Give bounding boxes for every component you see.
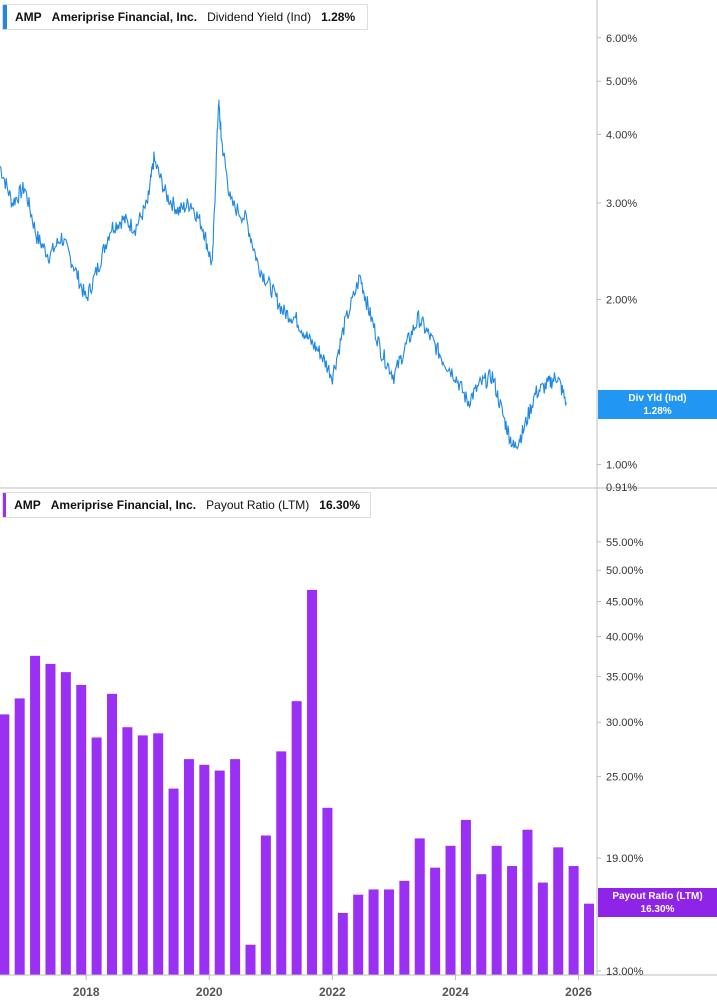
- payout-ratio-bar: [0, 714, 10, 975]
- payout-ratio-bar: [60, 672, 71, 975]
- payout-ratio-bar: [353, 894, 364, 975]
- y-tick-label: 25.00%: [606, 771, 644, 783]
- payout-ratio-bar: [430, 867, 441, 975]
- payout-ratio-legend[interactable]: AMP Ameriprise Financial, Inc. Payout Ra…: [2, 492, 371, 518]
- payout-ratio-bar: [522, 829, 533, 975]
- x-tick-label: 2026: [565, 985, 592, 999]
- dividend-yield-line-layer: [0, 99, 567, 450]
- x-tick-label: 2024: [442, 985, 469, 999]
- payout-ratio-bar: [322, 807, 333, 975]
- payout-ratio-bar: [76, 684, 87, 975]
- payout-ratio-bar: [537, 882, 548, 975]
- legend-company: Ameriprise Financial, Inc.: [50, 498, 197, 512]
- payout-ratio-bar: [199, 764, 210, 975]
- legend-ticker: AMP: [14, 498, 41, 512]
- legend-company: Ameriprise Financial, Inc.: [51, 10, 198, 24]
- y-tick-label: 40.00%: [606, 632, 644, 644]
- y-tick-label: 30.00%: [606, 717, 644, 729]
- payout-ratio-bar: [399, 880, 410, 975]
- y-tick-label: 55.00%: [606, 537, 644, 549]
- y-tick-label: 19.00%: [606, 853, 644, 865]
- payout-ratio-bar: [414, 838, 425, 975]
- y-tick-label: 3.00%: [606, 198, 637, 210]
- payout-ratio-bar: [183, 759, 194, 975]
- payout-ratio-bar: [245, 944, 256, 975]
- legend-value: 1.28%: [321, 10, 356, 24]
- payout-ratio-value-tag: Payout Ratio (LTM) 16.30%: [598, 888, 717, 917]
- payout-ratio-tag-label: Payout Ratio (LTM): [612, 890, 703, 902]
- payout-ratio-bar: [445, 845, 456, 975]
- payout-ratio-bar: [168, 788, 179, 975]
- y-tick-label: 2.00%: [606, 294, 637, 306]
- x-tick-label: 2022: [319, 985, 346, 999]
- payout-ratio-bar: [45, 663, 56, 975]
- payout-ratio-bar: [337, 912, 348, 975]
- payout-ratio-bar: [491, 845, 502, 975]
- payout-ratio-bar: [276, 751, 287, 975]
- y-bottom-label: 0.91%: [606, 482, 637, 494]
- dividend-yield-swatch: [3, 5, 7, 29]
- payout-ratio-bar: [30, 655, 41, 975]
- payout-ratio-bar: [122, 727, 133, 975]
- y-tick-label: 6.00%: [606, 33, 637, 45]
- payout-ratio-bar: [153, 733, 164, 975]
- y-tick-label: 50.00%: [606, 565, 644, 577]
- payout-ratio-bar: [230, 759, 241, 975]
- legend-metric: Dividend Yield (Ind): [207, 10, 312, 24]
- legend-metric: Payout Ratio (LTM): [206, 498, 310, 512]
- payout-ratio-bar: [137, 735, 148, 975]
- dividend-yield-value-tag: Div Yld (Ind) 1.28%: [598, 390, 717, 419]
- legend-ticker: AMP: [15, 10, 42, 24]
- payout-ratio-bar: [214, 770, 225, 975]
- legend-value: 16.30%: [319, 498, 360, 512]
- payout-ratio-bar: [291, 701, 302, 975]
- payout-ratio-tag-value: 16.30%: [640, 903, 675, 915]
- dividend-yield-line: [0, 99, 567, 450]
- x-tick-label: 2018: [73, 985, 100, 999]
- payout-ratio-bar: [383, 889, 394, 975]
- dividend-yield-legend[interactable]: AMP Ameriprise Financial, Inc. Dividend …: [2, 4, 368, 30]
- dividend-yield-tag-label: Div Yld (Ind): [628, 392, 687, 404]
- y-tick-label: 1.00%: [606, 460, 637, 472]
- payout-ratio-swatch: [3, 493, 7, 517]
- y-tick-label: 13.00%: [606, 966, 644, 978]
- payout-ratio-bar: [91, 737, 102, 975]
- x-tick-label: 2020: [196, 985, 223, 999]
- y-tick-label: 4.00%: [606, 129, 637, 141]
- payout-ratio-bar: [260, 835, 271, 975]
- y-tick-label: 35.00%: [606, 671, 644, 683]
- payout-ratio-bar: [460, 819, 471, 975]
- payout-ratio-bar: [368, 889, 379, 975]
- payout-ratio-bar: [307, 589, 318, 975]
- payout-ratio-bar: [568, 866, 579, 975]
- payout-ratio-bar: [107, 693, 118, 975]
- payout-ratio-bar: [476, 874, 487, 975]
- y-tick-label: 5.00%: [606, 76, 637, 88]
- dividend-yield-tag-value: 1.28%: [643, 405, 672, 417]
- payout-ratio-bar: [583, 903, 594, 975]
- payout-ratio-bar-layer: [0, 589, 594, 975]
- payout-ratio-bar: [507, 866, 518, 975]
- payout-ratio-bar: [14, 698, 25, 975]
- payout-ratio-bar: [553, 847, 564, 975]
- y-tick-label: 45.00%: [606, 597, 644, 609]
